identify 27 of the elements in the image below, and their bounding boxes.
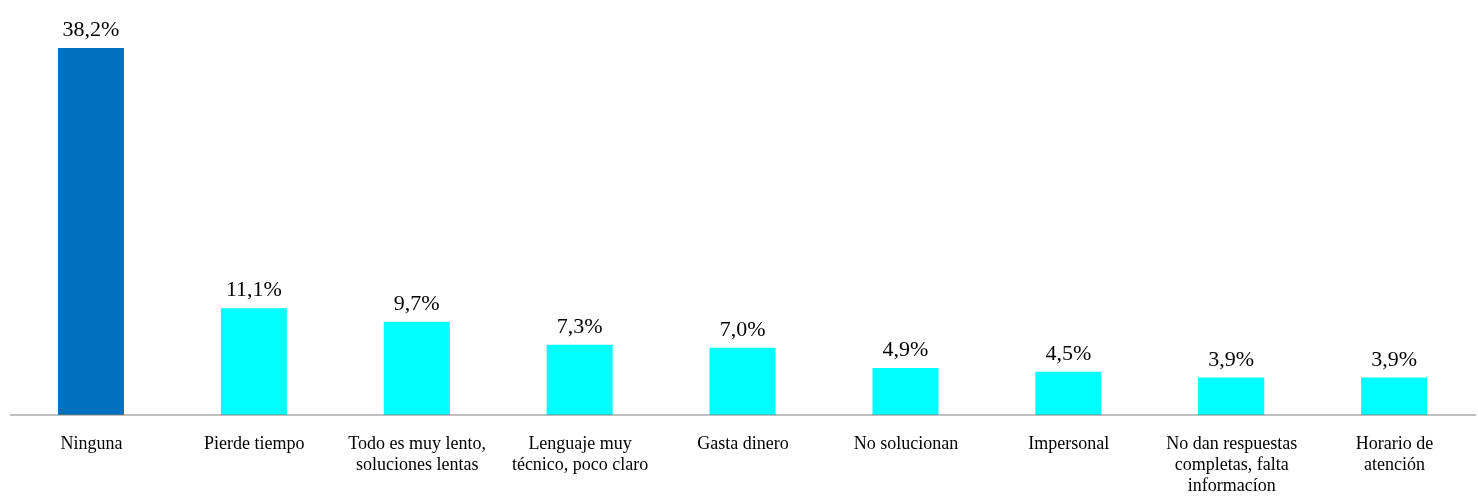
- data-label: 4,9%: [882, 335, 929, 361]
- x-tick-label: No solucionan: [853, 433, 959, 453]
- bar: [872, 367, 939, 415]
- x-tick-label: Todo es muy lento, soluciones lentas: [348, 433, 487, 474]
- bar: [220, 308, 287, 415]
- bar: [1361, 377, 1428, 415]
- x-tick-label: Impersonal: [1028, 433, 1110, 453]
- bar: [709, 347, 776, 415]
- bar: [1198, 377, 1265, 415]
- data-label: 11,1%: [225, 276, 282, 302]
- data-label: 9,7%: [393, 289, 440, 315]
- data-label: 7,3%: [556, 312, 603, 338]
- x-tick-label: Horario de atención: [1355, 433, 1434, 474]
- data-label: 4,5%: [1045, 339, 1092, 365]
- x-tick-label: Pierde tiempo: [204, 433, 305, 453]
- data-label: 3,9%: [1371, 345, 1418, 371]
- x-tick-label: Ninguna: [60, 433, 123, 453]
- bar: [546, 344, 613, 415]
- bar: [58, 48, 124, 415]
- data-label: 38,2%: [62, 16, 120, 41]
- bar: [1035, 371, 1102, 415]
- bar: [383, 321, 450, 415]
- x-tick-label: Lenguaje muy técnico, poco claro: [511, 433, 649, 474]
- data-label: 3,9%: [1208, 345, 1255, 371]
- data-label: 7,0%: [719, 315, 766, 341]
- x-tick-label: No dan respuestas completas, falta informacíon: [1166, 433, 1298, 495]
- x-tick-label: Gasta dinero: [697, 433, 789, 453]
